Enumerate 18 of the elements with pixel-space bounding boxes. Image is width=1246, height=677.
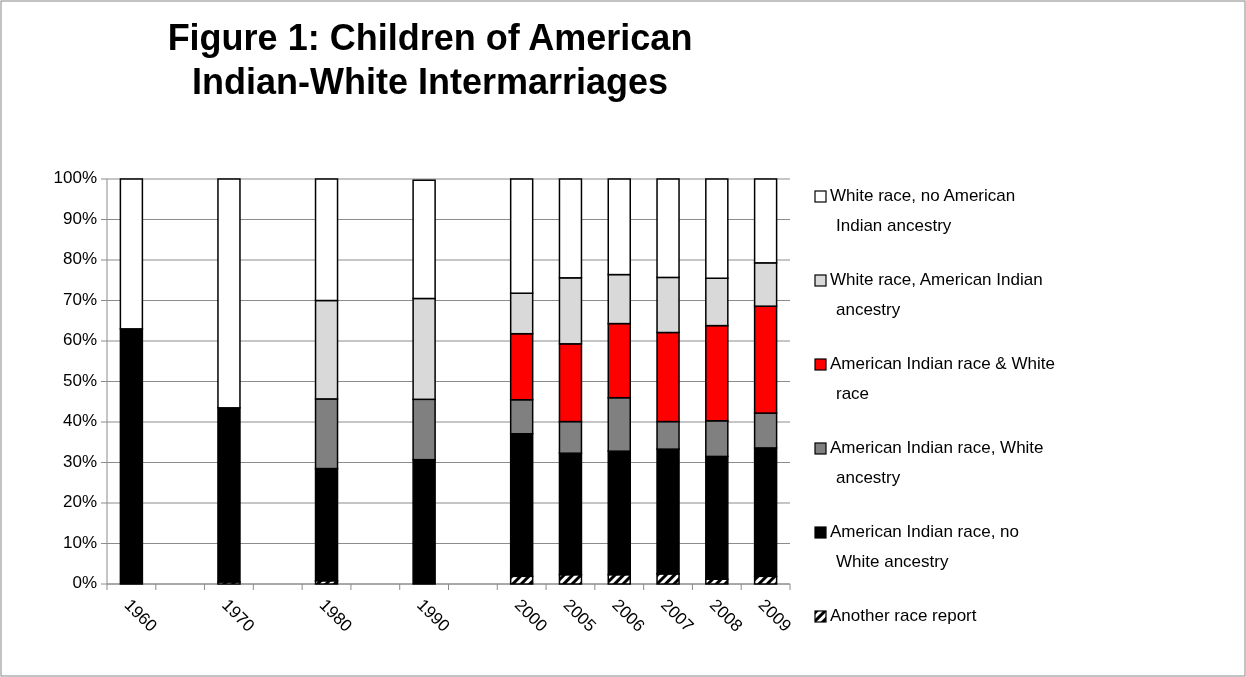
y-tick-label: 0% xyxy=(72,573,97,593)
y-tick-label: 50% xyxy=(62,370,97,390)
legend-label: White race, American Indian ancestry xyxy=(830,270,1043,320)
y-tick-label: 10% xyxy=(62,532,97,552)
legend-label: American Indian race & White race xyxy=(830,354,1055,404)
y-tick-label: 70% xyxy=(62,289,97,309)
y-tick-label: 40% xyxy=(62,411,97,431)
y-tick-label: 90% xyxy=(62,208,97,228)
y-tick-label: 60% xyxy=(62,330,97,350)
y-tick-label: 20% xyxy=(62,492,97,512)
legend-label: American Indian race, no White ancestry xyxy=(830,522,1019,572)
chart-title: Figure 1: Children of American Indian-White Intermarriages xyxy=(167,16,693,102)
y-tick-label: 30% xyxy=(62,451,97,471)
y-tick-label: 100% xyxy=(53,168,97,188)
legend-label: White race, no American Indian ancestry xyxy=(830,186,1016,236)
y-tick-label: 80% xyxy=(62,249,97,269)
legend-label: American Indian race, White ancestry xyxy=(830,438,1044,488)
legend-label: Another race report xyxy=(830,606,977,626)
